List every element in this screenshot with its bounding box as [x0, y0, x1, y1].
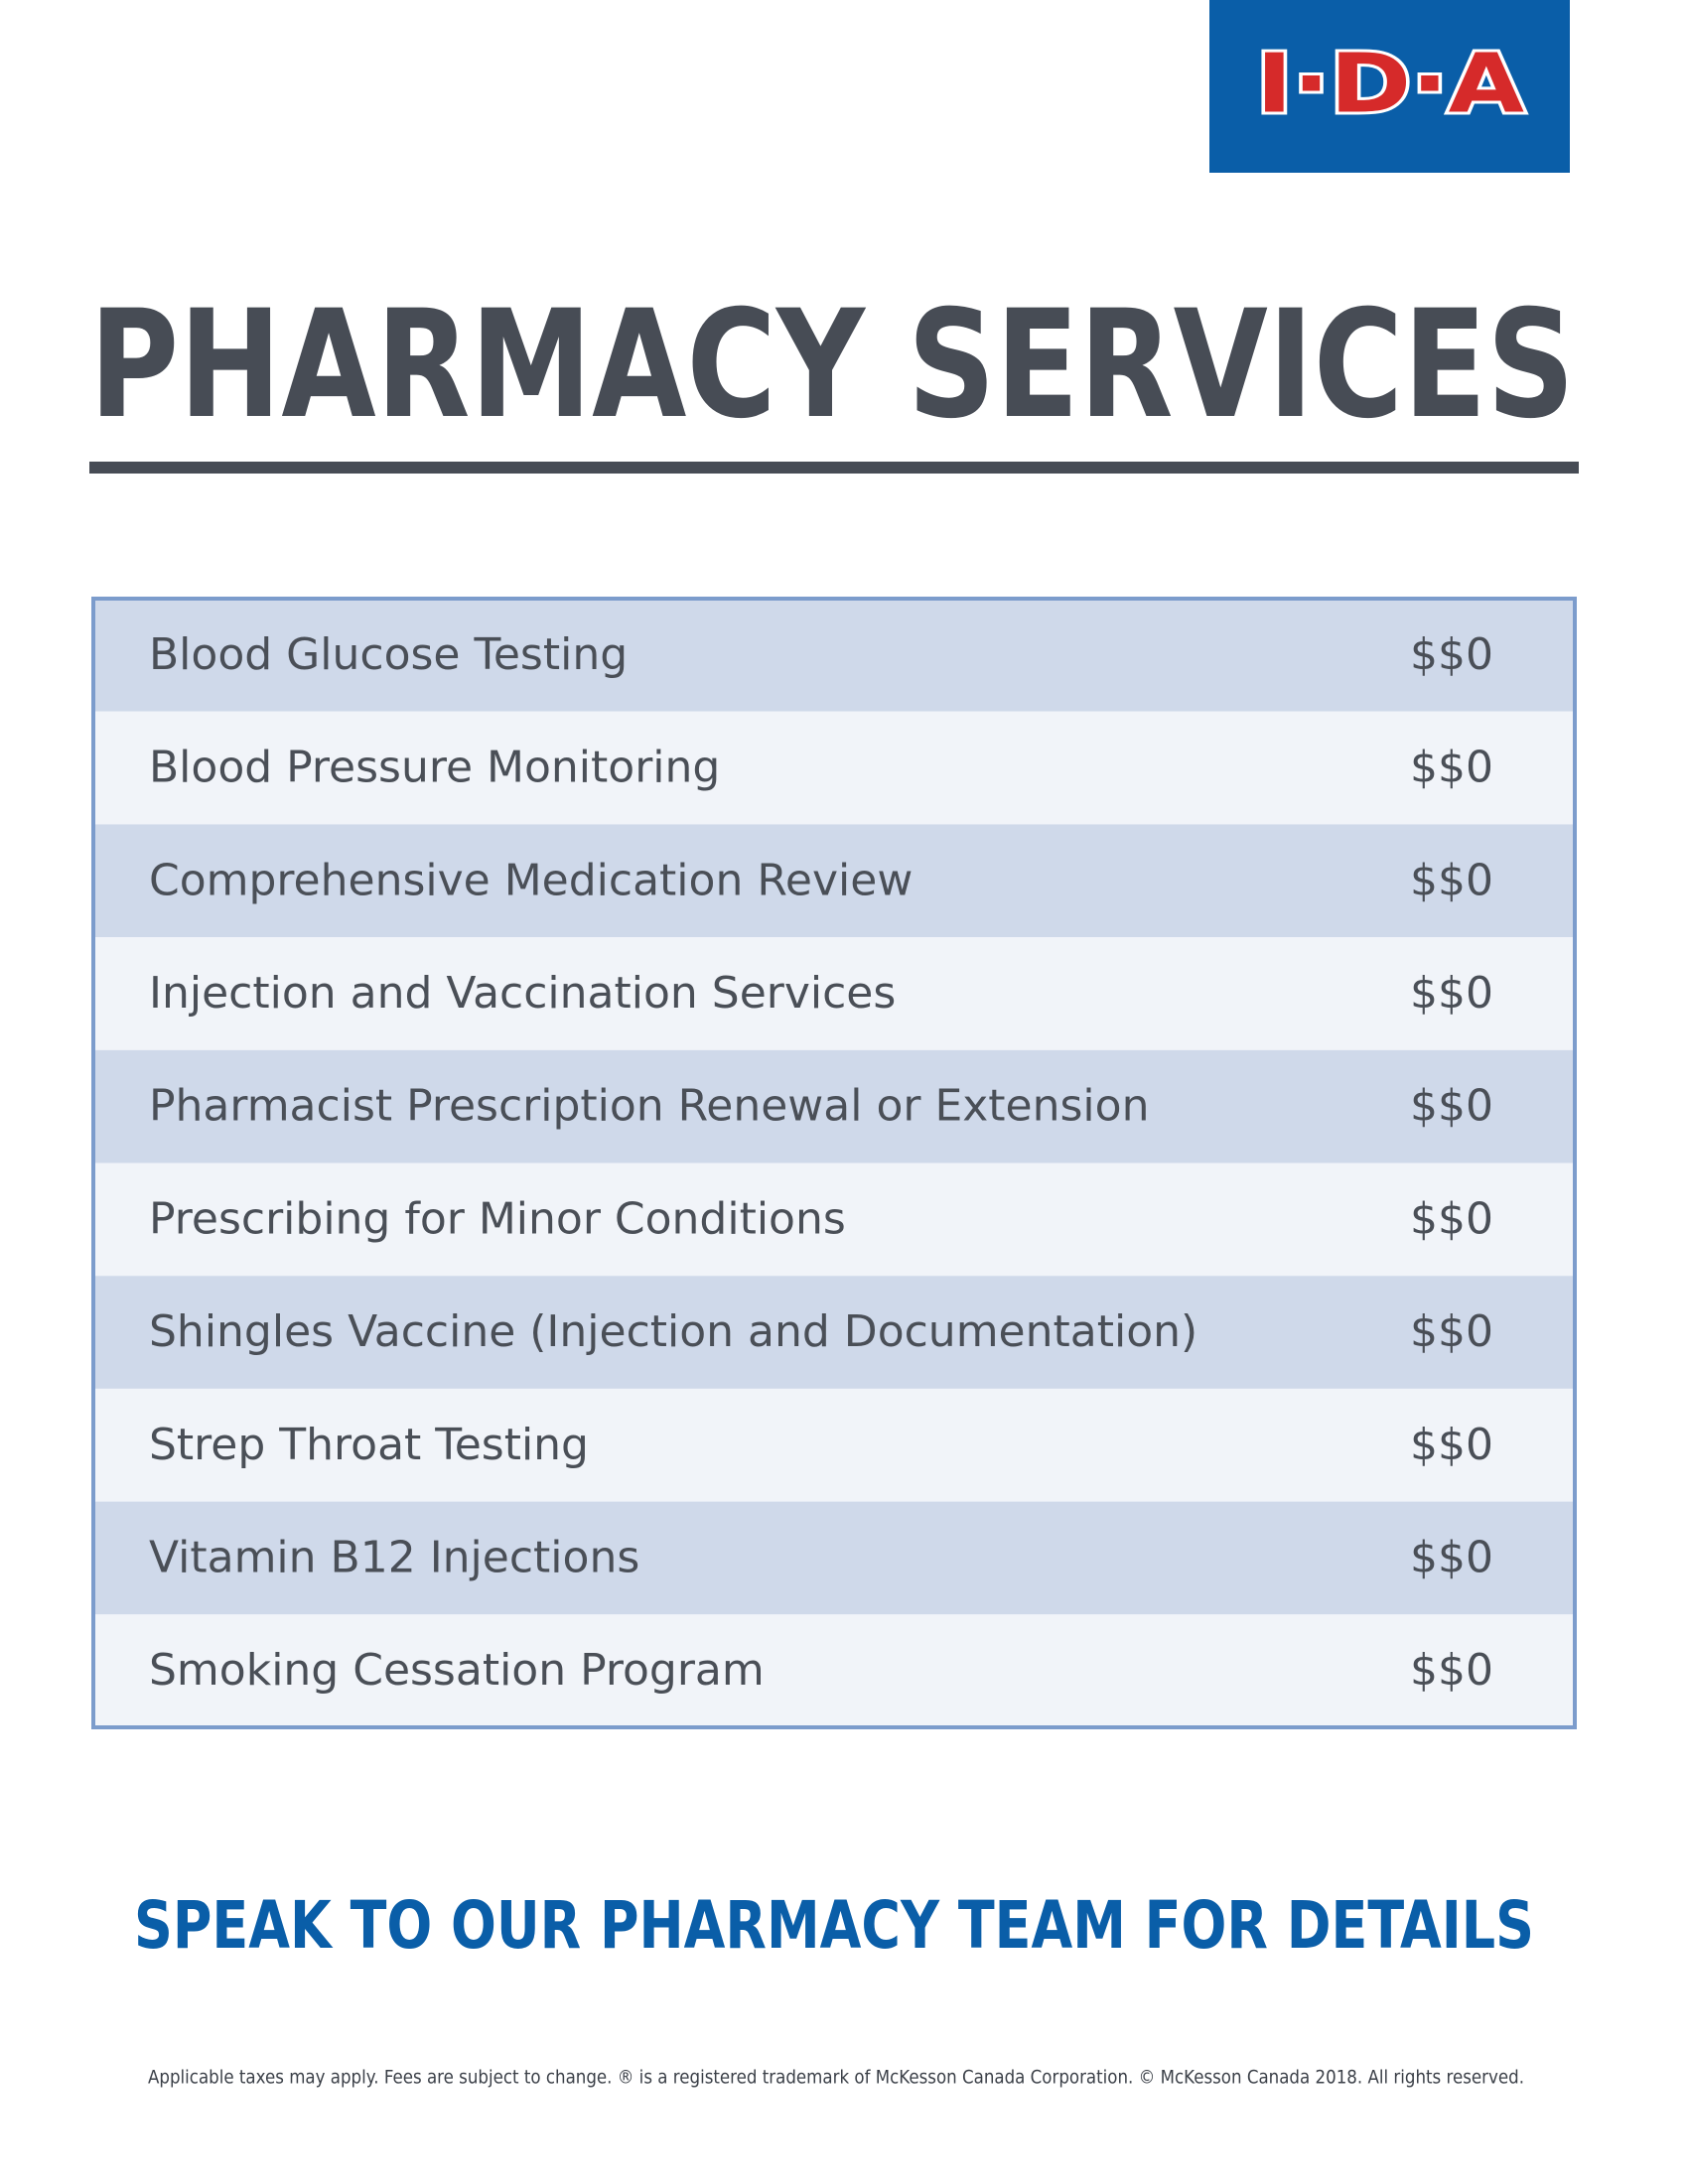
table-row [93, 937, 1575, 1050]
service-price: $$0 [1410, 1645, 1493, 1696]
footer-note: Applicable taxes may apply. Fees are sub… [148, 2067, 1524, 2089]
table-row [93, 599, 1575, 712]
service-price: $$0 [1410, 743, 1493, 793]
service-name: Blood Glucose Testing [149, 629, 628, 680]
service-name: Vitamin B12 Injections [149, 1532, 639, 1582]
service-price: $$0 [1410, 1420, 1493, 1470]
table-row [93, 1388, 1575, 1502]
table-border [91, 597, 1577, 1729]
service-name: Pharmacist Prescription Renewal or Exten… [149, 1081, 1149, 1132]
table-row [93, 1501, 1575, 1615]
logo: I·D·A [1256, 37, 1525, 131]
service-name: Prescribing for Minor Conditions [149, 1193, 846, 1244]
service-price: $$0 [1410, 1193, 1493, 1244]
table-row [93, 711, 1575, 825]
logo-box [1209, 0, 1570, 173]
table-row [93, 1614, 1575, 1727]
table-row [93, 824, 1575, 938]
service-name: Blood Pressure Monitoring [149, 743, 720, 793]
service-name: Smoking Cessation Program [149, 1645, 765, 1696]
service-price: $$0 [1410, 1306, 1493, 1357]
service-price: $$0 [1410, 1081, 1493, 1132]
service-name: Injection and Vaccination Services [149, 968, 896, 1019]
call-to-action: SPEAK TO OUR PHARMACY TEAM FOR DETAILS [134, 1887, 1534, 1964]
services-table: Blood Glucose Testing $$0 Blood Pressure M… [93, 599, 1575, 1727]
service-price: $$0 [1410, 629, 1493, 680]
table-row [93, 1276, 1575, 1389]
title: PHARMACY SERVICES [89, 279, 1575, 452]
service-name: Strep Throat Testing [149, 1420, 589, 1470]
title-rule [89, 462, 1579, 474]
service-price: $$0 [1410, 968, 1493, 1019]
service-price: $$0 [1410, 855, 1493, 905]
service-price: $$0 [1410, 1532, 1493, 1582]
service-name: Shingles Vaccine (Injection and Document… [149, 1306, 1197, 1357]
table-row [93, 1162, 1575, 1277]
table-row [93, 1049, 1575, 1163]
service-name: Comprehensive Medication Review [149, 855, 913, 905]
